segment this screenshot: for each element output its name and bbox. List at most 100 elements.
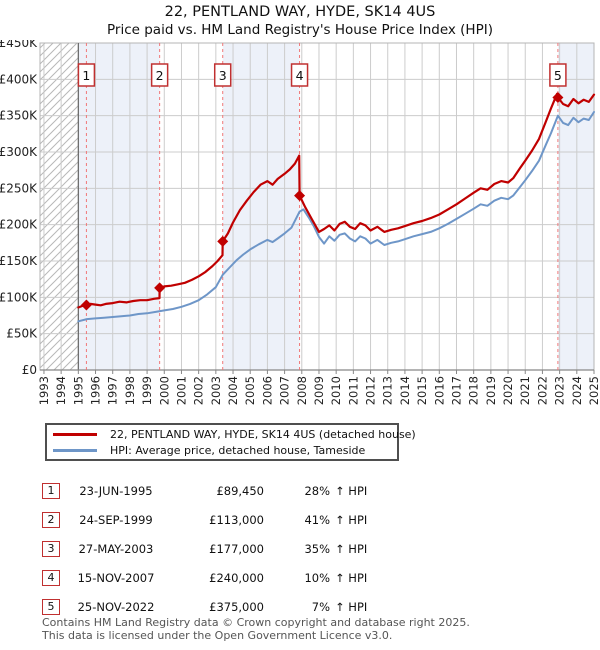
chart-legend: 22, PENTLAND WAY, HYDE, SK14 4US (detach… xyxy=(45,423,416,461)
ownership-band xyxy=(222,43,300,370)
legend-label: HPI: Average price, detached house, Tame… xyxy=(110,443,366,457)
svg-text:4: 4 xyxy=(296,68,304,83)
property-line-swatch xyxy=(53,432,97,436)
sale-markers xyxy=(80,92,564,311)
svg-text:2013: 2013 xyxy=(381,376,395,405)
sale-number-badge: 3 xyxy=(42,540,60,557)
svg-text:1997: 1997 xyxy=(106,376,120,405)
x-axis-labels: 1993 1994 1995 1996 1997 1998 1999 2000 2001 2002… xyxy=(37,376,600,405)
svg-text:2025: 2025 xyxy=(587,376,600,405)
svg-text:2021: 2021 xyxy=(518,376,532,405)
svg-text:1998: 1998 xyxy=(123,376,137,405)
svg-text:3: 3 xyxy=(219,68,227,83)
table-row: 3 27-MAY-2003 £177,000 35% ↑ HPI xyxy=(42,534,385,563)
sale-date: 15-NOV-2007 xyxy=(77,570,155,585)
svg-text:1996: 1996 xyxy=(89,376,103,405)
sale-number-boxes: 1 2 3 4 5 xyxy=(77,63,567,87)
sale-date: 23-JUN-1995 xyxy=(79,483,153,498)
hpi-suffix: ↑ HPI xyxy=(335,483,368,498)
hpi-suffix: ↑ HPI xyxy=(335,599,368,614)
svg-text:£300K: £300K xyxy=(0,145,38,159)
svg-text:2015: 2015 xyxy=(415,376,429,405)
svg-text:2020: 2020 xyxy=(501,376,515,405)
sale-number-badge: 2 xyxy=(42,511,60,528)
svg-text:2000: 2000 xyxy=(157,376,171,405)
svg-text:£350K: £350K xyxy=(0,109,38,123)
legend-item-property: 22, PENTLAND WAY, HYDE, SK14 4US (detach… xyxy=(47,427,416,441)
svg-text:£150K: £150K xyxy=(0,254,38,268)
svg-text:2012: 2012 xyxy=(364,376,378,405)
svg-text:2014: 2014 xyxy=(398,376,412,405)
svg-text:2007: 2007 xyxy=(278,376,292,405)
y-axis-labels: £0 £50K £100K £150K £200K £250K £300K £350K £400… xyxy=(0,40,38,377)
sale-date: 24-SEP-1999 xyxy=(79,512,153,527)
transactions-table: 1 23-JUN-1995 £89,450 28% ↑ HPI 2 24-SEP… xyxy=(42,476,385,621)
x-ticks xyxy=(43,370,595,374)
svg-text:2010: 2010 xyxy=(329,376,343,405)
sale-price: £240,000 xyxy=(209,570,264,585)
svg-text:2006: 2006 xyxy=(260,376,274,405)
svg-text:2022: 2022 xyxy=(535,376,549,405)
svg-text:1995: 1995 xyxy=(71,376,85,405)
page-title: 22, PENTLAND WAY, HYDE, SK14 4US xyxy=(164,4,436,20)
svg-text:£400K: £400K xyxy=(0,72,38,86)
svg-text:2011: 2011 xyxy=(346,376,360,405)
page-subtitle: Price paid vs. HM Land Registry's House … xyxy=(107,22,493,38)
svg-text:2: 2 xyxy=(156,68,164,83)
sale-price: £113,000 xyxy=(209,512,264,527)
no-data-hatch xyxy=(40,43,79,370)
svg-text:£0: £0 xyxy=(22,363,37,377)
svg-text:1994: 1994 xyxy=(54,376,68,405)
legend-item-hpi: HPI: Average price, detached house, Tame… xyxy=(47,443,397,457)
svg-text:£50K: £50K xyxy=(6,327,38,341)
svg-text:£100K: £100K xyxy=(0,290,38,304)
hpi-line xyxy=(77,111,595,323)
table-row: 2 24-SEP-1999 £113,000 41% ↑ HPI xyxy=(42,505,385,534)
table-row: 4 15-NOV-2007 £240,000 10% ↑ HPI xyxy=(42,563,385,592)
sale-dashed-lines xyxy=(85,43,559,370)
svg-text:5: 5 xyxy=(554,68,562,83)
svg-text:2008: 2008 xyxy=(295,376,309,405)
hpi-suffix: ↑ HPI xyxy=(335,541,368,556)
ownership-band xyxy=(557,43,594,370)
svg-text:2004: 2004 xyxy=(226,376,240,405)
svg-text:2003: 2003 xyxy=(209,376,223,405)
svg-text:2016: 2016 xyxy=(432,376,446,405)
sale-price: £89,450 xyxy=(216,483,264,498)
svg-text:£450K: £450K xyxy=(0,40,38,50)
footer-line1: Contains HM Land Registry data © Crown c… xyxy=(42,616,470,629)
hpi-percent: 41% xyxy=(304,512,330,527)
hpi-suffix: ↑ HPI xyxy=(335,512,368,527)
hpi-percent: 10% xyxy=(304,570,330,585)
svg-text:£250K: £250K xyxy=(0,181,38,195)
sale-price: £375,000 xyxy=(209,599,264,614)
svg-text:1: 1 xyxy=(82,68,90,83)
hpi-percent: 35% xyxy=(304,541,330,556)
svg-text:2005: 2005 xyxy=(243,376,257,405)
svg-text:2018: 2018 xyxy=(467,376,481,405)
hpi-suffix: ↑ HPI xyxy=(335,570,368,585)
sale-number-badge: 4 xyxy=(42,569,60,586)
svg-text:1993: 1993 xyxy=(37,376,51,405)
svg-text:2001: 2001 xyxy=(174,376,188,405)
hpi-percent: 7% xyxy=(311,599,330,614)
hpi-percent: 28% xyxy=(304,483,330,498)
svg-text:£200K: £200K xyxy=(0,218,38,232)
svg-text:2019: 2019 xyxy=(484,376,498,405)
svg-text:1999: 1999 xyxy=(140,376,154,405)
svg-text:2024: 2024 xyxy=(570,376,584,405)
price-chart: 1 2 3 4 5 £0 £50K £100K £150K £200K £250K £300K £350… xyxy=(0,40,600,405)
sale-price: £177,000 xyxy=(209,541,264,556)
sale-date: 27-MAY-2003 xyxy=(78,541,154,556)
table-row: 5 25-NOV-2022 £375,000 7% ↑ HPI xyxy=(42,592,385,621)
sale-number-badge: 5 xyxy=(42,598,60,615)
svg-text:2017: 2017 xyxy=(449,376,463,405)
hpi-line-swatch xyxy=(53,448,97,452)
svg-text:2009: 2009 xyxy=(312,376,326,405)
svg-text:2002: 2002 xyxy=(192,376,206,405)
copyright-footer: Contains HM Land Registry data © Crown c… xyxy=(42,616,470,642)
legend-label: 22, PENTLAND WAY, HYDE, SK14 4US (detach… xyxy=(110,427,416,441)
table-row: 1 23-JUN-1995 £89,450 28% ↑ HPI xyxy=(42,476,385,505)
sale-number-badge: 1 xyxy=(42,482,60,499)
